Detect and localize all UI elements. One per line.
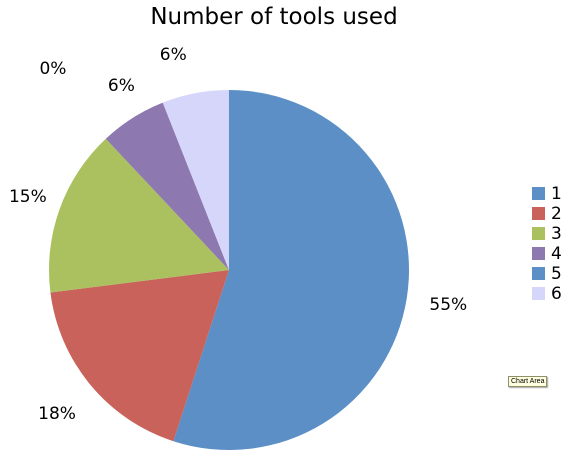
data-label-6: 6% [160, 45, 187, 65]
legend-swatch-4 [532, 247, 545, 260]
legend-label-4: 4 [551, 244, 562, 264]
legend-label-5: 5 [551, 264, 562, 284]
legend-swatch-1 [532, 187, 545, 200]
chart-title: Number of tools used [150, 4, 397, 30]
pie-slice-3 [49, 138, 230, 293]
pie-slice-6 [162, 90, 229, 270]
data-label-3: 15% [9, 187, 47, 207]
data-label-4: 6% [108, 76, 135, 96]
legend-label-6: 6 [551, 284, 562, 304]
legend-swatch-5 [532, 267, 545, 280]
legend-swatch-3 [532, 227, 545, 240]
legend-label-2: 2 [551, 204, 562, 224]
chart-area-tooltip: Chart Area [508, 376, 548, 387]
pie-slice-2 [50, 270, 229, 442]
data-label-5: 0% [39, 59, 66, 79]
legend-label-3: 3 [551, 224, 562, 244]
pie-slice-4 [105, 102, 229, 271]
pie-slice-1 [173, 90, 409, 451]
legend-swatch-6 [532, 287, 545, 300]
data-label-1: 55% [429, 295, 467, 315]
legend-label-1: 1 [551, 184, 562, 204]
legend-swatch-2 [532, 207, 545, 220]
data-label-2: 18% [38, 404, 76, 424]
